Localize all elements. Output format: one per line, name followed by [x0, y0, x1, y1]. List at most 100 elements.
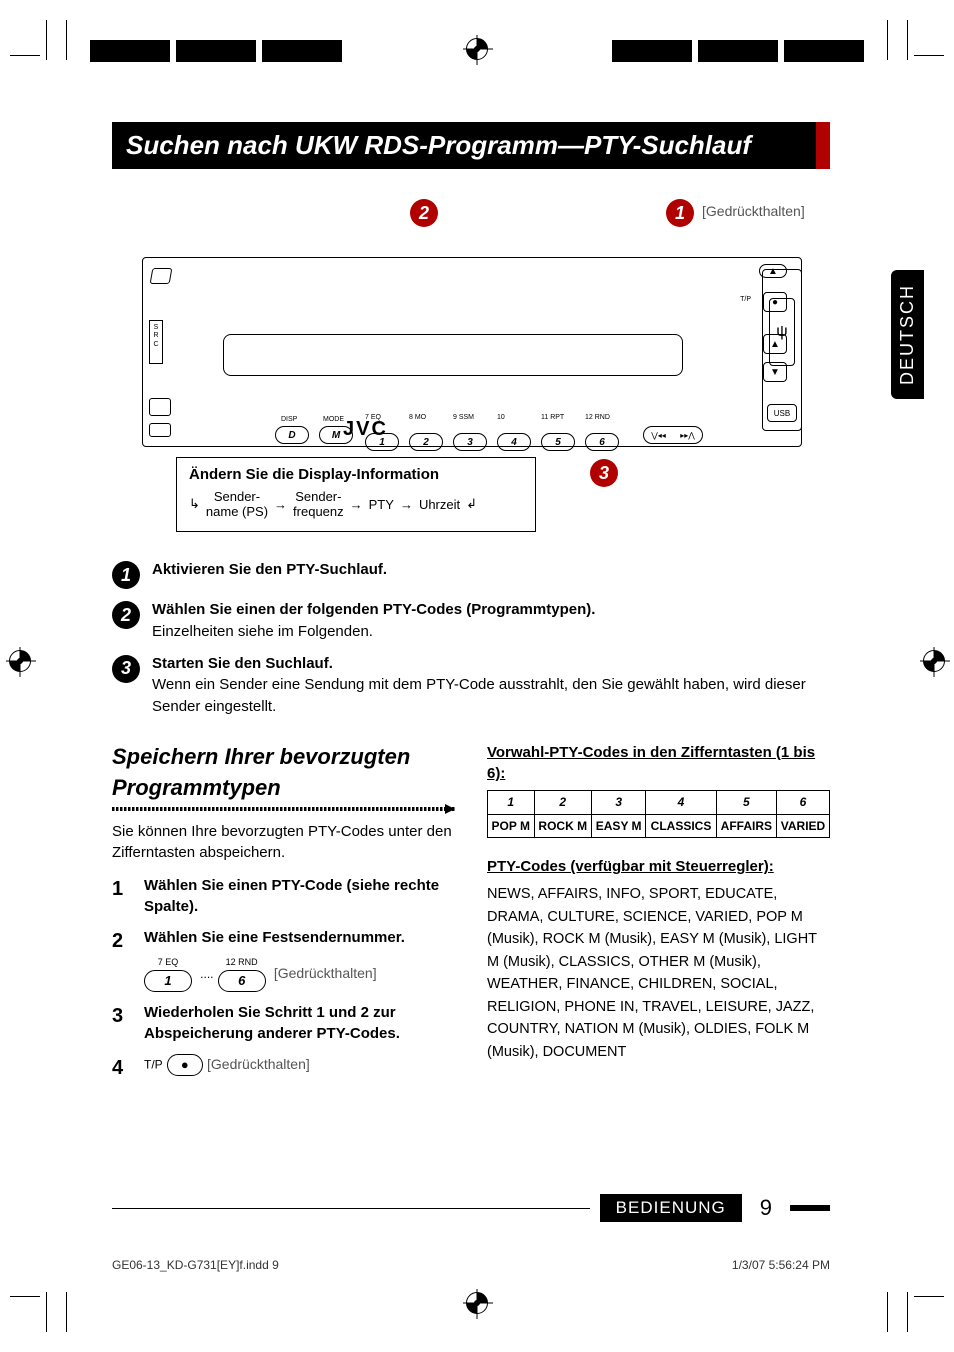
preset-button-1: 1 — [365, 433, 399, 451]
registration-mark-icon — [466, 1292, 488, 1314]
sub-step-number: 1 — [112, 875, 134, 903]
registration-mark-icon — [466, 38, 488, 60]
print-timestamp: 1/3/07 5:56:24 PM — [732, 1258, 830, 1272]
table-cell: VARIED — [777, 814, 830, 838]
step-badge-2: 2 — [410, 199, 438, 227]
display-info-heading: Ändern Sie die Display-Information — [189, 466, 523, 483]
preset-button-5: 5 — [541, 433, 575, 451]
flow-item: Sender- name (PS) — [206, 489, 268, 519]
device-figure: 2 1 [Gedrückthalten] JVC SRC DISP D MODE… — [112, 197, 830, 537]
footer-page-number: 9 — [752, 1195, 780, 1221]
page-footer: BEDIENUNG 9 — [112, 1194, 830, 1222]
table-header: 3 — [591, 790, 645, 814]
table-header: 1 — [488, 790, 535, 814]
disp-button: D — [275, 426, 309, 444]
disc-slot — [223, 334, 683, 376]
table-header: 2 — [534, 790, 591, 814]
footer-section: BEDIENUNG — [600, 1194, 742, 1222]
table-header: 5 — [716, 790, 776, 814]
button-top-label: 12 RND — [218, 956, 266, 969]
prev-icon: ⋁◂◂ — [651, 431, 666, 440]
sub-step-number: 2 — [112, 927, 134, 955]
sub-step: 4 T/P ● [Gedrückthalten] — [112, 1054, 455, 1082]
tp-label: T/P — [144, 1058, 163, 1072]
flow-item: Uhrzeit — [419, 497, 460, 512]
sub-step: 3 Wiederholen Sie Schritt 1 und 2 zur Ab… — [112, 1002, 455, 1044]
main-step: 3 Starten Sie den Suchlauf. Wenn ein Sen… — [112, 653, 830, 718]
step-number: 3 — [112, 655, 140, 683]
table-header: 4 — [646, 790, 716, 814]
sub-step-text: Wählen Sie eine Festsendernummer. — [144, 929, 405, 946]
sub-step-number: 4 — [112, 1054, 134, 1082]
display-info-box: Ändern Sie die Display-Information ↳ Sen… — [176, 457, 536, 532]
next-icon: ▸▸⋀ — [680, 431, 695, 440]
crop-marks-top — [0, 30, 954, 90]
usb-panel: ψ USB — [762, 269, 802, 431]
arrow-icon: → — [274, 497, 287, 512]
table-cell: AFFAIRS — [716, 814, 776, 838]
sub-step-text: Wiederholen Sie Schritt 1 und 2 zur Absp… — [144, 1004, 400, 1042]
step-number: 2 — [112, 601, 140, 629]
main-step: 1 Aktivieren Sie den PTY-Suchlauf. — [112, 559, 830, 589]
table-cell: POP M — [488, 814, 535, 838]
preset-button-4: 4 — [497, 433, 531, 451]
hold-label: [Gedrückthalten] — [702, 203, 805, 219]
step-heading: Wählen Sie einen der folgenden PTY-Codes… — [152, 601, 595, 618]
left-column: Speichern Ihrer bevorzugten Programmtype… — [112, 742, 455, 1092]
pty-code-list: NEWS, AFFAIRS, INFO, SPORT, EDUCATE, DRA… — [487, 883, 830, 1063]
ellipsis: .... — [200, 967, 213, 981]
sub-step-text: Wählen Sie einen PTY-Code (siehe rechte … — [144, 877, 439, 915]
arrow-icon: → — [350, 497, 363, 512]
band-button — [150, 268, 173, 284]
table-cell: EASY M — [591, 814, 645, 838]
disp-label: DISP — [281, 416, 297, 423]
registration-mark-icon — [922, 650, 946, 674]
step-heading: Starten Sie den Suchlauf. — [152, 655, 333, 672]
hold-label: [Gedrückthalten] — [274, 965, 377, 981]
step-number: 1 — [112, 561, 140, 589]
language-tab: DEUTSCH — [891, 270, 924, 399]
table-cell: ROCK M — [534, 814, 591, 838]
section-title: Speichern Ihrer bevorzugten Programmtype… — [112, 742, 455, 804]
button-top-label: 7 EQ — [144, 956, 192, 969]
sub-step: 2 Wählen Sie eine Festsendernummer. 7 EQ… — [112, 927, 455, 992]
step-sub: Wenn ein Sender eine Sendung mit dem PTY… — [152, 676, 806, 715]
tp-button: ● — [167, 1054, 203, 1076]
sub-step: 1 Wählen Sie einen PTY-Code (siehe recht… — [112, 875, 455, 917]
hold-label: [Gedrückthalten] — [207, 1056, 310, 1072]
table-cell: CLASSICS — [646, 814, 716, 838]
preset-button-6: 6 — [585, 433, 619, 451]
device-outline: JVC SRC DISP D MODE M 7 EQ1 8 MO2 9 SSM3… — [142, 257, 802, 447]
arrow-icon: → — [400, 497, 413, 512]
print-file: GE06-13_KD-G731[EY]f.indd 9 — [112, 1258, 279, 1272]
step-badge-1: 1 — [666, 199, 694, 227]
page-title: Suchen nach UKW RDS-Programm—PTY-Suchlau… — [112, 122, 830, 169]
registration-mark-icon — [8, 650, 32, 674]
preset-button-2: 2 — [409, 433, 443, 451]
table-heading: Vorwahl-PTY-Codes in den Zifferntasten (… — [487, 742, 830, 784]
table-header: 6 — [777, 790, 830, 814]
eject-button — [149, 423, 171, 437]
usb-label: USB — [767, 404, 797, 422]
main-step: 2 Wählen Sie einen der folgenden PTY-Cod… — [112, 599, 830, 643]
codes-heading: PTY-Codes (verfügbar mit Steuerregler): — [487, 856, 830, 877]
right-column: Vorwahl-PTY-Codes in den Zifferntasten (… — [487, 742, 830, 1092]
step-sub: Einzelheiten siehe im Folgenden. — [152, 623, 373, 640]
src-button: SRC — [149, 320, 163, 364]
preset-button-1: 1 — [144, 970, 192, 992]
flow-item: Sender- frequenz — [293, 489, 344, 519]
preset-button-3: 3 — [453, 433, 487, 451]
sub-step-number: 3 — [112, 1002, 134, 1030]
step-badge-3: 3 — [590, 459, 618, 487]
tp-label: T/P — [740, 296, 751, 303]
intro-text: Sie können Ihre bevorzugten PTY-Codes un… — [112, 821, 455, 863]
step-heading: Aktivieren Sie den PTY-Suchlauf. — [152, 561, 387, 578]
flow-item: PTY — [369, 497, 394, 512]
usb-icon: ψ — [769, 298, 795, 366]
print-metadata: GE06-13_KD-G731[EY]f.indd 9 1/3/07 5:56:… — [112, 1258, 830, 1272]
number-button-row: 7 EQ1 8 MO2 9 SSM3 104 11 RPT5 12 RND6 — [365, 426, 619, 451]
main-steps: 1 Aktivieren Sie den PTY-Suchlauf. 2 Wäh… — [112, 559, 830, 718]
pty-preset-table: 1 2 3 4 5 6 POP M ROCK M EASY M CLASSICS… — [487, 790, 830, 839]
mode-label: MODE — [323, 416, 344, 423]
preset-button-6: 6 — [218, 970, 266, 992]
